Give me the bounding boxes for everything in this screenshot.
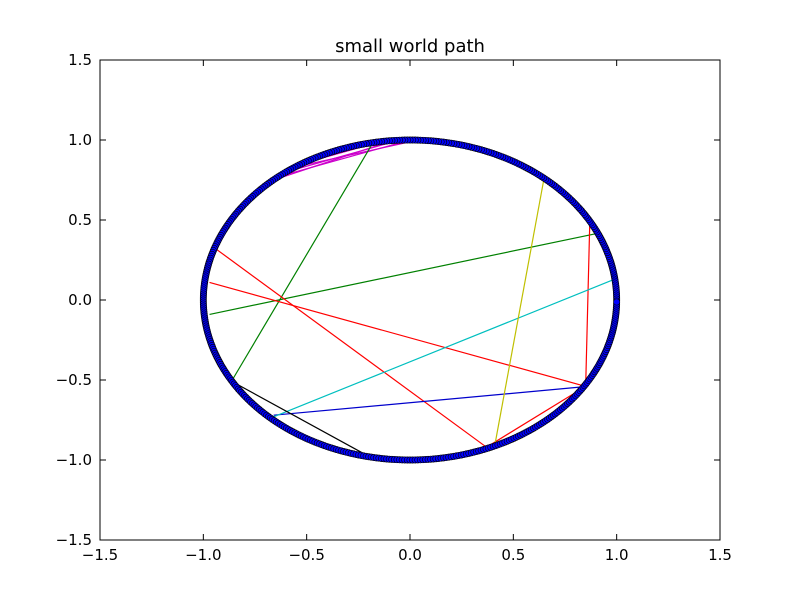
y-tick-label: 1.0 — [68, 131, 92, 149]
path-segment — [494, 176, 545, 446]
y-tick-label: −1.0 — [56, 451, 92, 469]
path-segment — [209, 281, 586, 387]
path-segment — [585, 221, 591, 387]
path-segment — [231, 381, 367, 456]
node-markers — [199, 136, 621, 464]
x-tick-label: −0.5 — [288, 546, 324, 564]
plot-frame — [99, 59, 721, 541]
x-tick-label: 0.5 — [501, 546, 525, 564]
y-tick-label: 0.0 — [68, 291, 92, 309]
path-segment — [486, 385, 586, 448]
x-tick-label: 0.0 — [398, 546, 422, 564]
x-tick-label: −1.0 — [185, 546, 221, 564]
path-segment — [273, 385, 588, 416]
path-segment — [273, 141, 390, 181]
path-segment — [294, 139, 419, 168]
y-tick-label: 0.5 — [68, 211, 92, 229]
path-segment — [209, 232, 601, 315]
axes: −1.5 −1.0 −0.5 0.0 0.5 1.0 1.5 −1.5 −1.0 −0.5 0.0 0… — [56, 51, 732, 564]
chart-title: small world path — [335, 36, 485, 57]
node-marker — [613, 298, 621, 306]
x-tick-label: −1.5 — [82, 546, 118, 564]
y-tick-label: −1.5 — [56, 531, 92, 549]
path-segment — [231, 146, 372, 381]
x-tick-label: 1.0 — [605, 546, 629, 564]
y-tick-label: 1.5 — [68, 51, 92, 69]
path-segment — [273, 278, 615, 418]
x-tick-label: 1.5 — [708, 546, 732, 564]
path-segments — [209, 139, 615, 456]
y-tick-label: −0.5 — [56, 371, 92, 389]
path-segment — [215, 248, 487, 448]
